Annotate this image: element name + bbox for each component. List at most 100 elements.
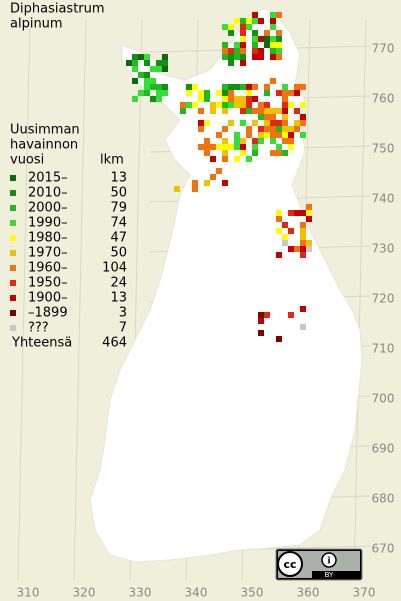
observation-cell xyxy=(252,96,258,102)
observation-cell xyxy=(282,132,288,138)
observation-cell xyxy=(264,36,270,42)
observation-cell xyxy=(186,84,192,90)
x-axis-label: 320 xyxy=(73,586,96,600)
observation-cell xyxy=(282,126,288,132)
observation-cell xyxy=(246,96,252,102)
legend-swatch xyxy=(10,295,16,301)
observation-cell xyxy=(222,150,228,156)
legend-count: 13 xyxy=(110,171,127,186)
observation-cell xyxy=(240,60,246,66)
observation-cell xyxy=(282,90,288,96)
observation-cell xyxy=(222,180,228,186)
observation-cell xyxy=(246,84,252,90)
observation-cell xyxy=(204,144,210,150)
observation-cell xyxy=(246,108,252,114)
observation-cell xyxy=(246,24,252,30)
observation-cell xyxy=(156,84,162,90)
observation-cell xyxy=(258,48,264,54)
observation-cell xyxy=(210,174,216,180)
observation-cell xyxy=(240,36,246,42)
observation-cell xyxy=(258,18,264,24)
observation-cell xyxy=(264,84,270,90)
observation-cell xyxy=(306,246,312,252)
legend-label: 2015– xyxy=(28,171,68,186)
observation-cell xyxy=(228,102,234,108)
grid-line xyxy=(17,19,31,581)
observation-cell xyxy=(222,54,228,60)
observation-cell xyxy=(240,108,246,114)
observation-cell xyxy=(300,114,306,120)
observation-cell xyxy=(258,318,264,324)
x-axis-label: 360 xyxy=(297,586,320,600)
observation-cell xyxy=(300,120,306,126)
observation-cell xyxy=(288,246,294,252)
legend-swatch xyxy=(10,250,16,256)
observation-cell xyxy=(252,30,258,36)
observation-cell xyxy=(222,156,228,162)
observation-cell xyxy=(150,84,156,90)
observation-cell xyxy=(270,78,276,84)
observation-cell xyxy=(252,138,258,144)
observation-cell xyxy=(276,36,282,42)
observation-cell xyxy=(288,90,294,96)
legend-label: 1980– xyxy=(28,231,68,246)
observation-cell xyxy=(276,132,282,138)
observation-cell xyxy=(240,48,246,54)
observation-cell xyxy=(144,78,150,84)
observation-cell xyxy=(306,204,312,210)
observation-cell xyxy=(234,42,240,48)
observation-cell xyxy=(228,60,234,66)
observation-cell xyxy=(234,132,240,138)
legend-count: 50 xyxy=(110,186,127,201)
observation-cell xyxy=(162,54,168,60)
observation-cell xyxy=(204,138,210,144)
observation-cell xyxy=(228,90,234,96)
legend-count: 50 xyxy=(110,246,127,261)
observation-cell xyxy=(252,120,258,126)
observation-cell xyxy=(132,78,138,84)
observation-cell xyxy=(204,90,210,96)
observation-cell xyxy=(252,144,258,150)
observation-cell xyxy=(192,84,198,90)
observation-cell xyxy=(294,246,300,252)
observation-cell xyxy=(204,96,210,102)
observation-cell xyxy=(294,120,300,126)
observation-cell xyxy=(294,210,300,216)
observation-cell xyxy=(138,90,144,96)
x-axis-label: 370 xyxy=(353,586,376,600)
observation-cell xyxy=(252,42,258,48)
observation-cell xyxy=(276,216,282,222)
observation-cell xyxy=(246,90,252,96)
observation-cell xyxy=(276,12,282,18)
observation-cell xyxy=(192,180,198,186)
observation-cell xyxy=(234,156,240,162)
observation-cell xyxy=(252,54,258,60)
legend-label: –1899 xyxy=(28,306,68,321)
observation-cell xyxy=(222,96,228,102)
y-axis-label: 720 xyxy=(372,292,395,306)
observation-cell xyxy=(186,90,192,96)
y-axis-label: 680 xyxy=(372,492,395,506)
observation-cell xyxy=(222,84,228,90)
legend-swatch xyxy=(10,265,16,271)
observation-cell xyxy=(240,102,246,108)
observation-cell xyxy=(276,108,282,114)
observation-cell xyxy=(258,114,264,120)
observation-cell xyxy=(294,90,300,96)
observation-cell xyxy=(258,312,264,318)
legend-count: 74 xyxy=(110,216,127,231)
x-axis-label: 330 xyxy=(129,586,152,600)
y-axis-label: 690 xyxy=(372,442,395,456)
legend-label: 1960– xyxy=(28,261,68,276)
observation-cell xyxy=(210,144,216,150)
observation-cell xyxy=(264,108,270,114)
legend-count: 79 xyxy=(110,201,127,216)
legend-label: ??? xyxy=(28,321,49,336)
observation-cell xyxy=(144,84,150,90)
observation-cell xyxy=(204,180,210,186)
observation-cell xyxy=(300,132,306,138)
observation-cell xyxy=(270,114,276,120)
observation-cell xyxy=(126,60,132,66)
legend-label: 2010– xyxy=(28,186,68,201)
observation-cell xyxy=(234,18,240,24)
